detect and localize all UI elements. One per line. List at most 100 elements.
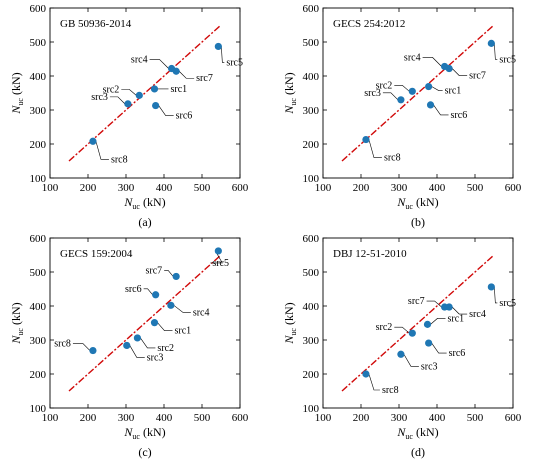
- point-label-src8: src8: [54, 339, 71, 350]
- leader-line: [451, 68, 468, 76]
- leader-line: [368, 139, 382, 158]
- x-axis-label-unit: (kN): [140, 195, 166, 209]
- leader-line: [173, 305, 191, 313]
- x-axis-label-main: N: [396, 195, 406, 209]
- plot-frame: [322, 237, 514, 409]
- point-label-src8: src8: [384, 153, 401, 164]
- y-axis-label-sub: uc: [289, 98, 298, 106]
- data-point-src8: [362, 135, 370, 144]
- point-label-src5: src5: [212, 258, 229, 269]
- leader-line: [109, 96, 126, 105]
- data-point-src2: [135, 91, 143, 99]
- y-tick-label: 600: [30, 3, 47, 15]
- point-label-src2: src2: [103, 84, 120, 95]
- x-tick-label: 500: [467, 182, 484, 194]
- y-axis-label-main: N: [282, 105, 296, 115]
- y-tick-label: 300: [303, 105, 320, 117]
- data-point-src6: [152, 291, 160, 299]
- data-point-src6: [425, 339, 433, 347]
- point-label-src2: src2: [376, 322, 393, 333]
- point-label-src1: src1: [445, 86, 462, 97]
- leader-line: [382, 92, 399, 101]
- data-point-src6: [426, 101, 435, 109]
- data-point-src8: [362, 370, 370, 378]
- y-tick-label: 400: [30, 301, 47, 313]
- chart-panel-3: 100 200 300 400 500 600 100 200 300 400 500 600 Nuc …: [9, 233, 249, 459]
- x-axis-label: Nuc (kN): [396, 195, 438, 211]
- leader-line: [157, 322, 173, 331]
- point-label-src4: src4: [131, 55, 148, 66]
- leader-line: [129, 345, 145, 358]
- data-point-src5: [214, 247, 222, 255]
- point-label-src5: src5: [226, 57, 243, 68]
- y-tick-label: 100: [303, 173, 320, 185]
- data-point-src5: [214, 42, 222, 51]
- leader-line: [431, 342, 447, 354]
- y-tick-label: 600: [30, 233, 47, 245]
- leader-line: [494, 286, 498, 304]
- x-tick-label: 100: [42, 182, 59, 194]
- y-tick-label: 300: [303, 335, 320, 347]
- leader-line: [403, 354, 419, 367]
- leader-line: [430, 318, 446, 325]
- point-label-src6: src6: [176, 111, 193, 122]
- y-tick-label: 500: [303, 267, 320, 279]
- y-axis-label-main: N: [9, 105, 23, 115]
- x-axis-label-main: N: [123, 425, 133, 439]
- x-tick-label: 600: [505, 182, 522, 194]
- leader-line: [426, 300, 442, 308]
- leader-line: [422, 57, 442, 67]
- data-point-src6: [152, 101, 160, 110]
- y-tick-label: 400: [30, 71, 47, 83]
- point-label-src7: src7: [408, 296, 425, 307]
- point-label-src2: src2: [376, 80, 393, 91]
- x-tick-label: 200: [353, 182, 370, 194]
- y-axis-label-unit: (kN): [9, 302, 23, 328]
- y-tick-label: 200: [30, 139, 47, 151]
- leader-line: [431, 86, 443, 91]
- y-tick-label: 100: [30, 403, 47, 415]
- point-label-src5: src5: [499, 54, 516, 65]
- y-axis-label-unit: (kN): [282, 72, 296, 98]
- point-label-src3: src3: [147, 352, 164, 363]
- x-tick-label: 200: [80, 412, 97, 424]
- point-label-src1: src1: [448, 313, 465, 324]
- reference-line: [341, 254, 495, 392]
- plot-frame: [322, 7, 514, 179]
- y-axis-label-main: N: [9, 335, 23, 345]
- x-tick-label: 200: [353, 412, 370, 424]
- point-label-src1: src1: [175, 326, 192, 337]
- x-tick-label: 200: [80, 182, 97, 194]
- y-axis-label-main: N: [282, 335, 296, 345]
- data-point-src1: [425, 82, 433, 91]
- x-axis-label-sub: uc: [405, 432, 413, 441]
- x-axis-label-sub: uc: [132, 202, 140, 211]
- x-tick-label: 100: [315, 182, 332, 194]
- plot-frame: [49, 237, 241, 409]
- y-tick-label: 500: [30, 37, 47, 49]
- y-tick-label: 200: [303, 369, 320, 381]
- data-point-src5: [487, 39, 495, 47]
- y-axis-label-sub: uc: [16, 328, 25, 336]
- leader-line: [95, 141, 109, 160]
- x-axis-label-unit: (kN): [413, 195, 439, 209]
- leader-line: [368, 373, 380, 391]
- leader-line: [158, 105, 174, 116]
- y-tick-label: 600: [303, 3, 320, 15]
- leader-line: [143, 288, 153, 295]
- leader-line: [394, 85, 410, 92]
- leader-line: [149, 59, 169, 69]
- leader-line: [140, 337, 156, 349]
- y-axis-label-sub: uc: [16, 98, 25, 106]
- y-axis-label-unit: (kN): [282, 302, 296, 328]
- data-point-src2: [408, 87, 416, 95]
- panel-label: (b): [411, 215, 425, 229]
- x-tick-label: 600: [505, 412, 522, 424]
- point-label-src8: src8: [382, 385, 399, 396]
- x-tick-label: 400: [429, 412, 446, 424]
- y-tick-label: 300: [30, 105, 47, 117]
- point-label-src4: src4: [404, 52, 421, 63]
- data-point-src1: [423, 320, 432, 328]
- x-tick-label: 400: [429, 182, 446, 194]
